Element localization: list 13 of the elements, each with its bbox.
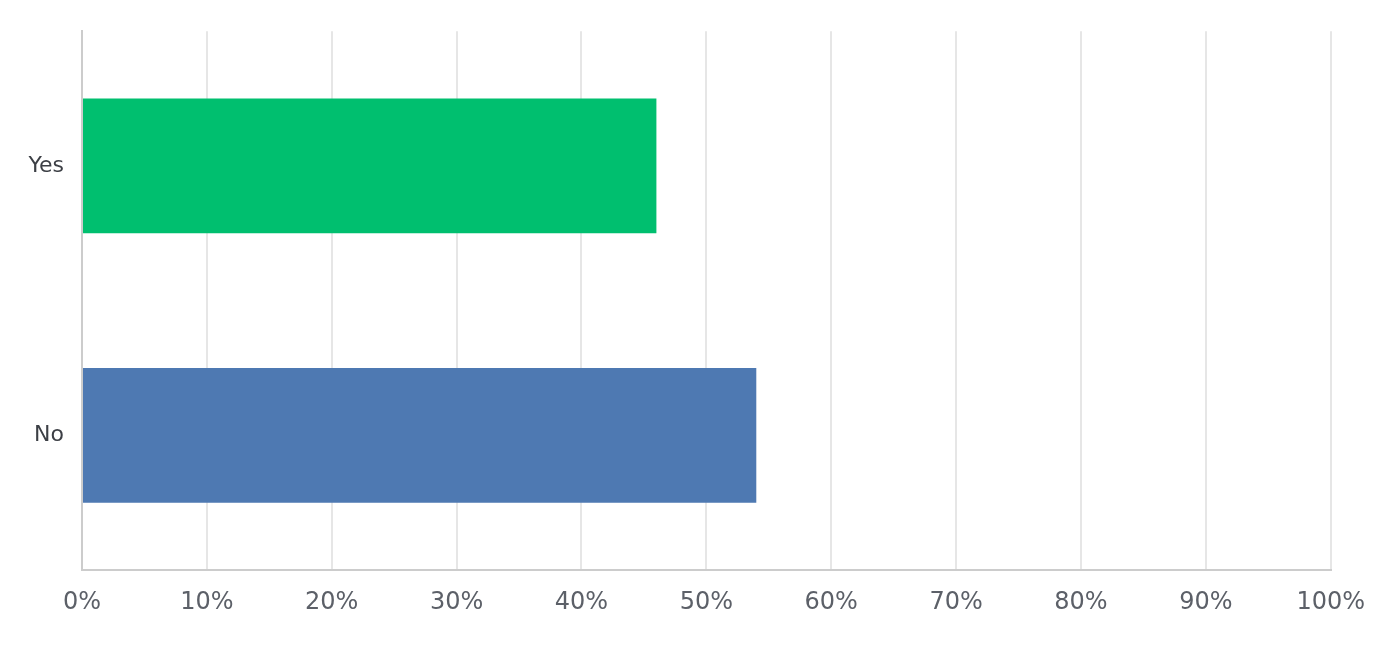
x-tick-label: 30%	[429, 586, 484, 615]
x-tick-label: 100%	[1296, 586, 1366, 615]
x-tick-label: 20%	[305, 586, 359, 615]
x-tick-label: 10%	[180, 586, 234, 615]
x-tick-label: 40%	[554, 586, 609, 615]
x-tick-label: 60%	[804, 586, 858, 615]
x-tick-label: 80%	[1054, 586, 1108, 615]
x-tick-label: 70%	[929, 586, 983, 615]
x-tick-label: 0%	[62, 586, 102, 615]
y-tick-label: No	[34, 421, 64, 447]
x-tick-label: 50%	[679, 586, 734, 615]
y-tick-label: Yes	[27, 151, 64, 177]
x-tick-label: 90%	[1179, 586, 1233, 615]
